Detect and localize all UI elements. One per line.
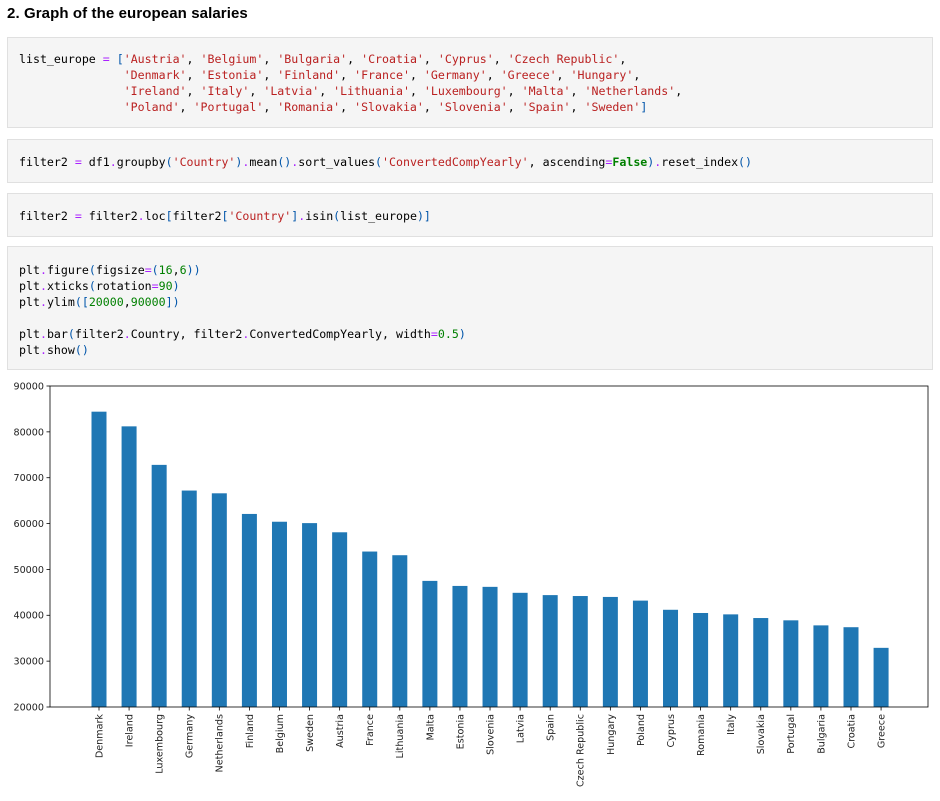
code-text: plt.figure(figsize=(16,6)) plt.xticks(ro… bbox=[19, 263, 466, 357]
x-tick-label: France bbox=[365, 714, 376, 746]
y-tick-label: 90000 bbox=[13, 381, 44, 392]
plot-frame bbox=[49, 385, 929, 708]
code-text: filter2 = df1.groupby('Country').mean().… bbox=[19, 155, 753, 169]
y-tick-label: 60000 bbox=[13, 519, 44, 530]
x-tick-label: Lithuania bbox=[395, 714, 406, 758]
bar-finland bbox=[241, 513, 257, 707]
code-cell-list-europe[interactable]: list_europe = ['Austria', 'Belgium', 'Bu… bbox=[7, 37, 933, 128]
bar-spain bbox=[542, 595, 558, 707]
y-tick-label: 50000 bbox=[13, 565, 44, 576]
bar-greece bbox=[873, 647, 889, 707]
x-tick-label: Estonia bbox=[455, 714, 466, 749]
code-cell-filter2-groupby[interactable]: filter2 = df1.groupby('Country').mean().… bbox=[7, 139, 933, 183]
y-tick-label: 70000 bbox=[13, 473, 44, 484]
bar-austria bbox=[332, 532, 348, 707]
y-tick-label: 80000 bbox=[13, 427, 44, 438]
bar-belgium bbox=[271, 521, 287, 707]
x-tick-label: Luxembourg bbox=[155, 714, 166, 774]
x-tick-label: Cyprus bbox=[666, 714, 677, 748]
code-cell-plot[interactable]: plt.figure(figsize=(16,6)) plt.xticks(ro… bbox=[7, 246, 933, 370]
bar-poland bbox=[632, 600, 648, 707]
bar-portugal bbox=[783, 620, 799, 707]
x-tick-label: Czech Republic bbox=[576, 714, 587, 787]
bar-hungary bbox=[602, 596, 618, 707]
bar-bulgaria bbox=[813, 625, 829, 707]
x-tick-label: Hungary bbox=[606, 714, 617, 755]
x-tick-label: Belgium bbox=[275, 714, 286, 753]
x-tick-label: Netherlands bbox=[215, 714, 226, 772]
x-tick-label: Romania bbox=[696, 714, 707, 756]
x-tick-label: Finland bbox=[245, 714, 256, 748]
bar-latvia bbox=[512, 592, 528, 707]
code-text: list_europe = ['Austria', 'Belgium', 'Bu… bbox=[19, 52, 683, 114]
x-tick-label: Slovenia bbox=[485, 714, 496, 755]
x-tick-label: Greece bbox=[876, 714, 887, 748]
bar-croatia bbox=[843, 627, 859, 707]
y-tick-label: 30000 bbox=[13, 657, 44, 668]
bar-slovakia bbox=[753, 618, 769, 707]
bar-italy bbox=[723, 614, 739, 707]
x-tick-label: Slovakia bbox=[756, 714, 767, 754]
x-tick-label: Denmark bbox=[94, 714, 105, 759]
bar-netherlands bbox=[211, 493, 227, 707]
bar-france bbox=[362, 551, 378, 707]
bar-slovenia bbox=[482, 586, 498, 707]
bar-czech-republic bbox=[572, 596, 588, 707]
bar-malta bbox=[422, 580, 438, 707]
bar-denmark bbox=[91, 411, 107, 707]
x-tick-label: Sweden bbox=[305, 714, 316, 752]
x-tick-label: Ireland bbox=[124, 714, 135, 747]
bar-luxembourg bbox=[151, 464, 167, 707]
x-tick-label: Croatia bbox=[846, 714, 857, 749]
x-tick-label: Austria bbox=[335, 714, 346, 748]
x-tick-label: Italy bbox=[726, 714, 737, 735]
y-tick-label: 40000 bbox=[13, 611, 44, 622]
y-tick-label: 20000 bbox=[13, 702, 44, 713]
bar-germany bbox=[181, 490, 197, 707]
bar-cyprus bbox=[663, 609, 679, 707]
x-tick-label: Poland bbox=[636, 714, 647, 746]
x-tick-label: Malta bbox=[425, 714, 436, 740]
bar-chart: 20000 30000 40000 50000 60000 70000 80000 90000… bbox=[13, 381, 929, 787]
x-tick-label: Bulgaria bbox=[816, 714, 827, 754]
section-heading: 2. Graph of the european salaries bbox=[7, 5, 248, 22]
bar-sweden bbox=[302, 523, 318, 707]
code-cell-filter2-loc[interactable]: filter2 = filter2.loc[filter2['Country']… bbox=[7, 193, 933, 237]
bar-romania bbox=[693, 612, 709, 707]
code-text: filter2 = filter2.loc[filter2['Country']… bbox=[19, 209, 431, 223]
x-tick-label: Spain bbox=[546, 714, 557, 741]
bar-ireland bbox=[121, 426, 137, 707]
bar-estonia bbox=[452, 585, 468, 707]
x-tick-label: Portugal bbox=[786, 714, 797, 754]
bar-lithuania bbox=[392, 555, 408, 707]
x-tick-label: Germany bbox=[185, 714, 196, 758]
x-tick-label: Latvia bbox=[516, 714, 527, 743]
